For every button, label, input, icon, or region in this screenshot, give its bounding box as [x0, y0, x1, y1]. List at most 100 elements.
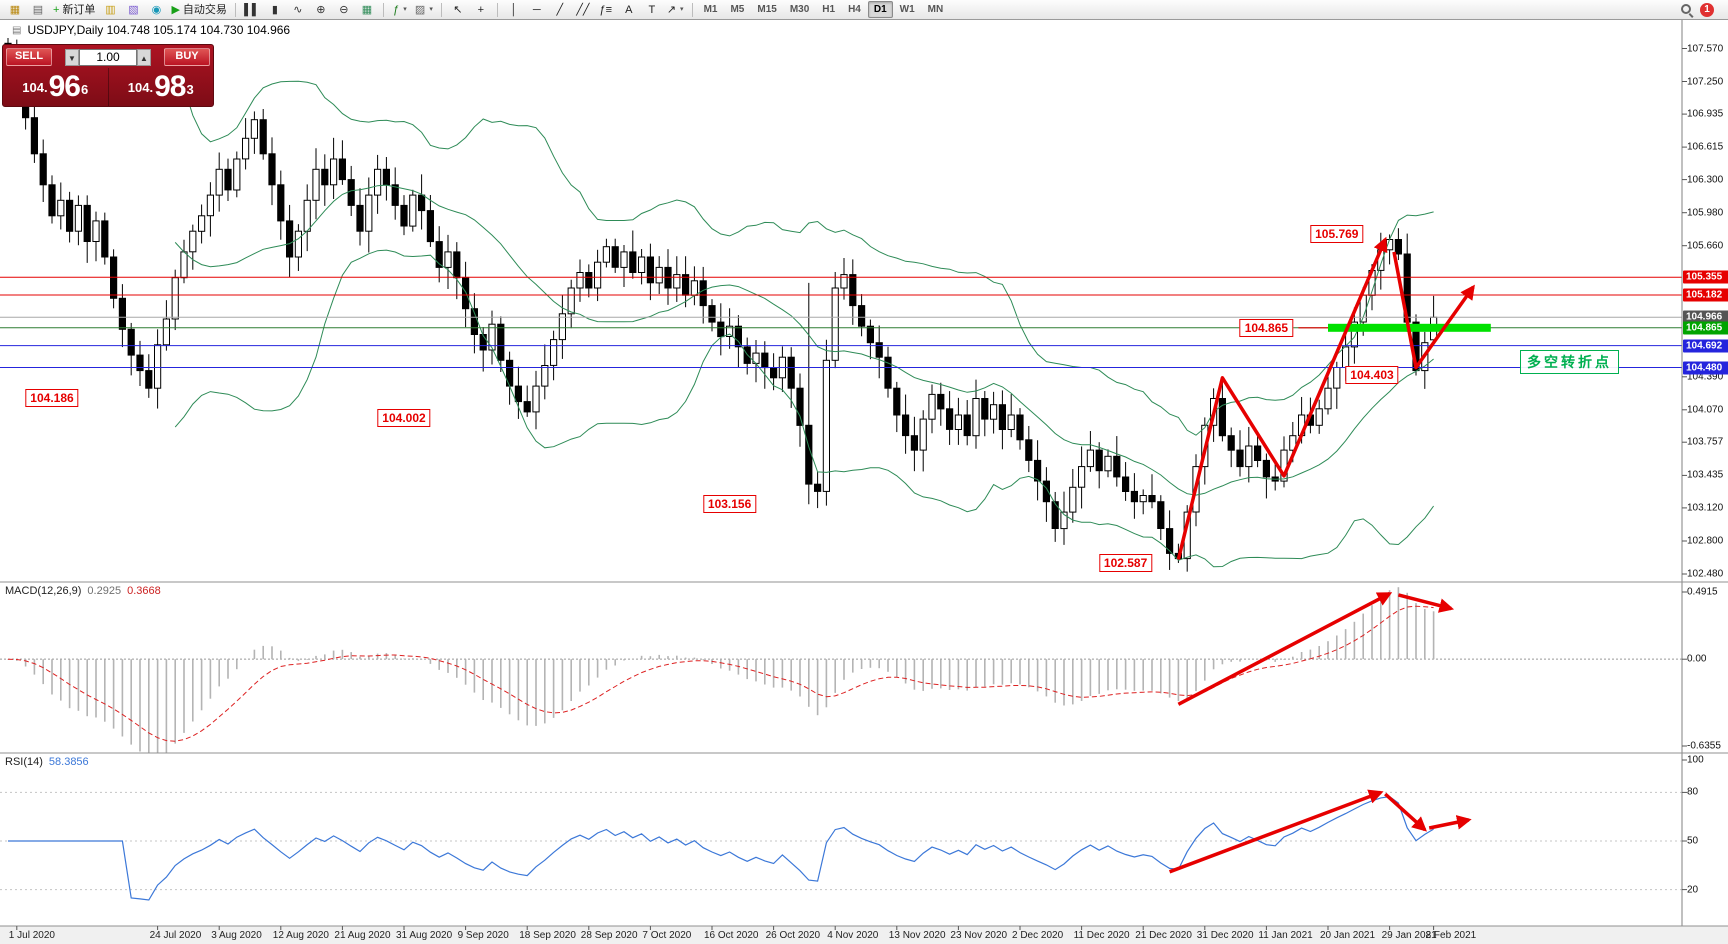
macd-scale-label: -0.6355 — [1687, 740, 1721, 752]
macd-scale-label: 0.4915 — [1687, 586, 1718, 598]
rsi-panel-plot[interactable] — [0, 789, 1682, 901]
timeframe-button-H4[interactable]: H4 — [848, 4, 861, 15]
sell-price[interactable]: 104. 96 6 — [3, 68, 108, 106]
price-scale-label: 102.480 — [1687, 568, 1724, 580]
date-label: 8 Feb 2021 — [1425, 930, 1477, 941]
trendline-icon[interactable]: ╱ — [556, 3, 564, 16]
turning-point-label[interactable]: 多空转折点 — [1520, 350, 1619, 374]
indicators-icon[interactable]: ƒ ▾ — [393, 3, 407, 16]
price-annotation-104.403[interactable]: 104.403 — [1345, 366, 1399, 385]
main-chart-plot[interactable] — [0, 37, 1682, 572]
shapes-icon[interactable]: ↗ ▾ — [666, 3, 684, 16]
bar-chart-icon[interactable]: ▌▌ — [244, 3, 260, 16]
date-label: 28 Sep 2020 — [580, 930, 638, 941]
lot-size-control: ▼ ▲ — [65, 48, 151, 66]
timeframe-button-W1[interactable]: W1 — [899, 4, 915, 15]
date-label: 1 Jul 2020 — [8, 930, 55, 941]
buy-button[interactable]: BUY — [164, 48, 210, 66]
price-scale-label: 103.757 — [1687, 436, 1724, 448]
lot-increase-button[interactable]: ▲ — [137, 48, 151, 66]
trend-arrow[interactable] — [1384, 792, 1427, 832]
price-badge-104.865: 104.865 — [1683, 321, 1728, 335]
price-annotation-104.865[interactable]: 104.865 — [1239, 318, 1294, 337]
trend-arrow[interactable] — [1392, 251, 1475, 370]
candlestick-chart-icon[interactable]: ▮ — [271, 3, 278, 16]
crosshair-icon[interactable]: + — [477, 3, 485, 16]
trend-arrow[interactable] — [1176, 236, 1388, 560]
trend-arrow[interactable] — [1397, 593, 1455, 613]
notification-badge[interactable]: 1 — [1700, 2, 1714, 17]
rsi-title: RSI(14) 58.3856 — [5, 756, 89, 768]
navigator-icon[interactable]: ▧ — [128, 3, 139, 16]
price-scale-label: 105.980 — [1687, 207, 1724, 219]
timeframe-button-MN[interactable]: MN — [927, 4, 944, 15]
new-order-button[interactable]: + 新订单 — [53, 3, 96, 16]
bollinger-middle-band — [174, 184, 1434, 496]
text-icon[interactable]: A — [625, 3, 633, 16]
price-scale-label: 103.120 — [1687, 502, 1724, 514]
price-badge-105.182: 105.182 — [1683, 288, 1728, 302]
symbol-ohlc-header: ▤ USDJPY,Daily 104.748 105.174 104.730 1… — [12, 23, 290, 37]
fibonacci-icon[interactable]: ƒ≡ — [599, 3, 613, 16]
timeframe-button-M5[interactable]: M5 — [730, 4, 745, 15]
price-badge-104.692: 104.692 — [1683, 339, 1728, 353]
vertical-line-icon[interactable]: │ — [510, 3, 518, 16]
price-annotation-105.769[interactable]: 105.769 — [1310, 225, 1364, 244]
timeframe-button-M1[interactable]: M1 — [703, 4, 718, 15]
price-annotation-104.002[interactable]: 104.002 — [377, 409, 431, 428]
buy-price-prefix: 104. — [127, 79, 154, 95]
date-label: 23 Nov 2020 — [950, 930, 1008, 941]
lot-decrease-button[interactable]: ▼ — [65, 48, 79, 66]
trade-panel-controls: SELL ▼ ▲ BUY — [3, 45, 213, 68]
search-icon[interactable] — [1680, 3, 1693, 16]
toolbar-separator — [691, 2, 693, 17]
date-label: 21 Dec 2020 — [1135, 930, 1192, 941]
buy-price-sup: 3 — [186, 81, 194, 97]
date-label: 9 Sep 2020 — [457, 930, 509, 941]
trend-arrow[interactable] — [1168, 789, 1384, 874]
date-label: 12 Aug 2020 — [272, 930, 329, 941]
price-scale-label: 105.660 — [1687, 240, 1724, 252]
lot-size-input[interactable] — [79, 48, 137, 66]
horizontal-line-icon[interactable]: ─ — [532, 3, 541, 16]
date-label: 2 Dec 2020 — [1012, 930, 1064, 941]
support-zone[interactable] — [1328, 323, 1491, 332]
templates-icon[interactable]: ▨ ▾ — [414, 3, 433, 16]
timeframe-button-H1[interactable]: H1 — [822, 4, 836, 15]
trend-arrow[interactable] — [1428, 815, 1472, 830]
line-chart-icon[interactable]: ∿ — [293, 3, 303, 16]
price-scale-label: 104.070 — [1687, 404, 1724, 416]
zoom-in-icon[interactable]: ⊕ — [316, 3, 326, 16]
new-chart-icon[interactable]: ▦ — [9, 3, 21, 16]
date-label: 31 Aug 2020 — [396, 930, 453, 941]
date-label: 7 Oct 2020 — [642, 930, 692, 941]
bollinger-upper-band — [174, 57, 1434, 436]
date-label: 26 Oct 2020 — [765, 930, 821, 941]
macd-panel-plot[interactable] — [0, 587, 1682, 758]
timeframe-button-M15[interactable]: M15 — [757, 4, 777, 15]
trend-arrow[interactable] — [1177, 592, 1393, 706]
tile-windows-icon[interactable]: ▦ — [361, 3, 373, 16]
price-annotation-104.186[interactable]: 104.186 — [25, 388, 79, 407]
market-watch-icon[interactable]: ▥ — [105, 3, 116, 16]
zoom-out-icon[interactable]: ⊖ — [339, 3, 349, 16]
cursor-icon[interactable]: ↖ — [453, 3, 463, 16]
date-label: 24 Jul 2020 — [149, 930, 202, 941]
sell-button[interactable]: SELL — [6, 48, 52, 66]
timeframe-button-D1[interactable]: D1 — [867, 1, 893, 18]
terminal-icon[interactable]: ◉ — [151, 3, 162, 16]
price-annotation-102.587[interactable]: 102.587 — [1098, 553, 1153, 572]
toolbar: ▦ ▤ + 新订单 ▥ ▧ ◉ ▶ 自动交易 ▌▌ ▮ ∿ ⊕ ⊖ ▦ ƒ ▾ ▨ ▾ ↖ + │ ─ ╱ ╱╱ ƒ≡ A T ↗ ▾ M1… — [0, 0, 1728, 20]
autotrading-button[interactable]: ▶ 自动交易 — [171, 3, 227, 16]
buy-price[interactable]: 104. 98 3 — [107, 68, 214, 106]
timeframe-button-M30[interactable]: M30 — [789, 4, 810, 15]
channel-icon[interactable]: ╱╱ — [576, 3, 590, 16]
price-annotation-103.156[interactable]: 103.156 — [702, 495, 757, 514]
macd-histogram — [7, 587, 1435, 753]
date-label: 13 Nov 2020 — [888, 930, 946, 941]
label-icon[interactable]: T — [648, 3, 656, 16]
profiles-icon[interactable]: ▤ — [32, 3, 44, 16]
trade-panel-prices: 104. 96 6 104. 98 3 — [3, 68, 213, 106]
